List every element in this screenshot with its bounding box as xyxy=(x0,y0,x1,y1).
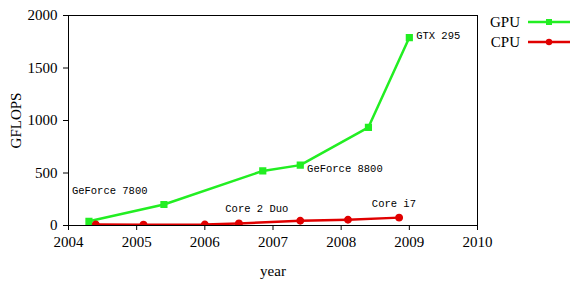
svg-text:1500: 1500 xyxy=(28,60,58,76)
html-text:CPU: CPU xyxy=(490,33,520,50)
svg-text:2005: 2005 xyxy=(122,234,152,250)
svg-text:2010: 2010 xyxy=(463,234,493,250)
svg-text:GeForce 8800: GeForce 8800 xyxy=(307,163,383,175)
svg-text:2000: 2000 xyxy=(28,7,58,23)
svg-text:year: year xyxy=(260,263,286,279)
svg-text:2007: 2007 xyxy=(258,234,289,250)
svg-text:GeForce 7800: GeForce 7800 xyxy=(72,185,148,197)
svg-text:2006: 2006 xyxy=(190,234,221,250)
svg-text:Core i7: Core i7 xyxy=(372,198,416,210)
svg-text:2004: 2004 xyxy=(54,234,85,250)
svg-text:2008: 2008 xyxy=(326,234,356,250)
svg-text:Core 2 Duo: Core 2 Duo xyxy=(225,203,288,215)
svg-text:GTX 295: GTX 295 xyxy=(416,30,460,42)
svg-text:1000: 1000 xyxy=(28,112,58,128)
svg-text:500: 500 xyxy=(35,165,58,181)
svg-text:2009: 2009 xyxy=(394,234,424,250)
html-text:GPU: GPU xyxy=(490,13,520,30)
svg-text:0: 0 xyxy=(50,217,58,233)
svg-text:GFLOPS: GFLOPS xyxy=(8,93,24,149)
